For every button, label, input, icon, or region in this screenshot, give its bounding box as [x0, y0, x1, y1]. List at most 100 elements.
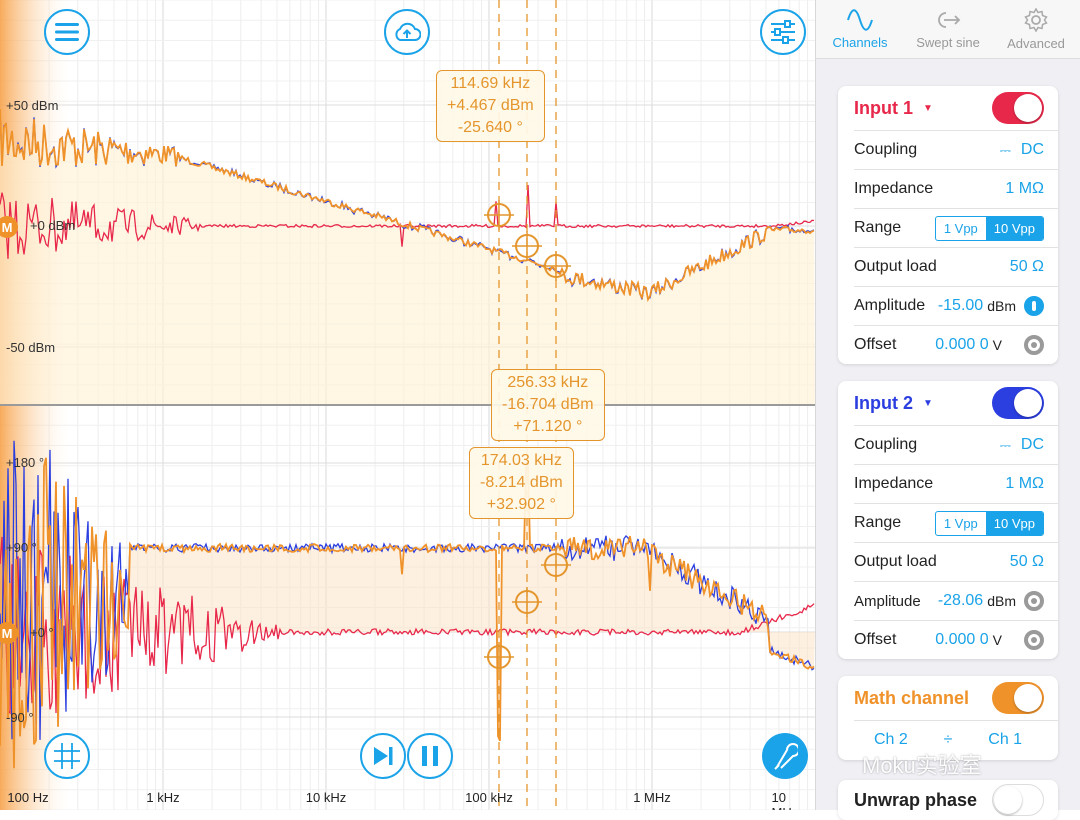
ch1-magnitude-trace: [0, 184, 815, 259]
input1-dropdown-icon[interactable]: ▼: [923, 102, 933, 114]
cursor-crosshairs[interactable]: [484, 200, 571, 672]
math-operator[interactable]: ÷: [943, 731, 953, 748]
input1-amplitude-unit: dBm: [987, 298, 1016, 314]
input2-card: Input 2 ▼ Coupling ⎓ DC Impedance 1 MΩ R…: [838, 381, 1058, 659]
dc-coupling-icon: ⎓: [999, 436, 1011, 453]
input2-amplitude-row: Amplitude -28.06 dBm: [854, 582, 1058, 621]
input2-amplitude-label: Amplitude: [854, 592, 921, 610]
input2-dropdown-icon[interactable]: ▼: [923, 397, 933, 409]
math-header[interactable]: Math channel: [854, 676, 1058, 721]
freq-label-10khz: 10 kHz: [305, 790, 347, 805]
input1-output-load-row[interactable]: Output load 50 Ω: [854, 248, 1058, 287]
input1-offset-row: Offset 0.000 0 V: [854, 326, 1058, 364]
cursor-1-mag: +4.467 dBm: [447, 97, 534, 114]
probe-icon: [774, 743, 798, 770]
cursor-crosshair-icon[interactable]: [541, 251, 571, 281]
input2-output-load-row[interactable]: Output load 50 Ω: [854, 543, 1058, 582]
pause-icon: [422, 746, 438, 766]
input1-range-selector[interactable]: 1 Vpp 10 Vpp: [934, 215, 1044, 241]
menu-button[interactable]: [44, 9, 90, 55]
input2-output-load-value: 50 Ω: [1009, 553, 1044, 570]
unwrap-row[interactable]: Unwrap phase: [854, 780, 1058, 820]
input1-coupling-row[interactable]: Coupling ⎓ DC: [854, 131, 1058, 170]
tab-channels[interactable]: Channels: [816, 0, 904, 58]
bode-plot[interactable]: [0, 0, 815, 810]
phase-fill: [130, 464, 815, 741]
mag-label-bottom: -50 dBm: [6, 340, 56, 355]
phase-label-180: +180 °: [6, 455, 45, 470]
cursor-readout-3[interactable]: 174.03 kHz -8.214 dBm +32.902 °: [469, 447, 574, 519]
cursor-crosshair-icon[interactable]: [484, 642, 514, 672]
unwrap-label: Unwrap phase: [854, 789, 978, 810]
sine-wave-icon: [847, 8, 873, 31]
input2-coupling-row[interactable]: Coupling ⎓ DC: [854, 426, 1058, 465]
input2-header[interactable]: Input 2 ▼: [854, 381, 1058, 426]
unwrap-toggle[interactable]: [992, 784, 1044, 816]
input1-offset-knob-icon[interactable]: [1024, 335, 1044, 355]
input1-range-10vpp[interactable]: 10 Vpp: [985, 216, 1043, 240]
input2-range-10vpp[interactable]: 10 Vpp: [985, 511, 1043, 535]
probe-button[interactable]: [762, 733, 808, 779]
input1-header[interactable]: Input 1 ▼: [854, 86, 1058, 131]
math-phase-trace: [0, 457, 815, 769]
cursor-readout-2[interactable]: 256.33 kHz -16.704 dBm +71.120 °: [491, 369, 605, 441]
side-panel: Channels Swept sine Advanced Input 1 ▼ C…: [815, 0, 1080, 820]
grid-button[interactable]: [44, 733, 90, 779]
input2-impedance-label: Impedance: [854, 475, 934, 492]
upload-button[interactable]: [384, 9, 430, 55]
cursor-2-mag: -16.704 dBm: [502, 396, 594, 413]
sliders-icon: [771, 20, 795, 44]
tab-bar: Channels Swept sine Advanced: [816, 0, 1080, 59]
math-toggle[interactable]: [992, 682, 1044, 714]
input1-impedance-row[interactable]: Impedance 1 MΩ: [854, 170, 1058, 209]
math-operand-b[interactable]: Ch 1: [988, 731, 1023, 748]
input2-range-selector[interactable]: 1 Vpp 10 Vpp: [934, 510, 1044, 536]
input2-range-1vpp[interactable]: 1 Vpp: [943, 515, 978, 531]
unwrap-card: Unwrap phase: [838, 780, 1058, 820]
input1-range-label: Range: [854, 219, 902, 236]
input2-amplitude-unit: dBm: [987, 593, 1016, 609]
input1-range-1vpp[interactable]: 1 Vpp: [943, 220, 978, 236]
input2-toggle[interactable]: [992, 387, 1044, 419]
cursor-2-phase: +71.120 °: [513, 418, 583, 435]
input2-amplitude-value[interactable]: -28.06: [937, 592, 984, 609]
tab-channels-label: Channels: [832, 34, 888, 50]
input2-amplitude-knob-icon[interactable]: [1024, 591, 1044, 611]
input1-amplitude-value[interactable]: -15.00: [937, 297, 984, 314]
math-expression-row: Ch 2 ÷ Ch 1: [838, 721, 1058, 759]
input1-card: Input 1 ▼ Coupling ⎓ DC Impedance 1 MΩ R…: [838, 86, 1058, 364]
settings-button[interactable]: [760, 9, 806, 55]
pause-button[interactable]: [407, 733, 453, 779]
phase-label-neg90: -90 °: [6, 710, 34, 725]
input1-coupling-label: Coupling: [854, 141, 918, 158]
phase-marker-badge[interactable]: M: [0, 622, 18, 644]
mag-label-zero: +0 dBm: [30, 218, 76, 233]
tab-advanced[interactable]: Advanced: [992, 0, 1080, 58]
cursor-lines[interactable]: [498, 0, 557, 810]
cursor-3-mag: -8.214 dBm: [480, 474, 563, 491]
cursor-crosshair-icon[interactable]: [541, 550, 571, 580]
math-card: Math channel Ch 2 ÷ Ch 1: [838, 676, 1058, 760]
cloud-upload-icon: [395, 22, 421, 41]
cursor-crosshair-icon[interactable]: [512, 231, 542, 261]
input1-amplitude-label: Amplitude: [854, 297, 926, 314]
cursor-3-phase: +32.902 °: [486, 496, 556, 513]
step-button[interactable]: [360, 733, 406, 779]
tab-swept-sine[interactable]: Swept sine: [904, 0, 992, 58]
input2-impedance-row[interactable]: Impedance 1 MΩ: [854, 465, 1058, 504]
mag-marker-badge[interactable]: M: [0, 216, 18, 238]
input1-toggle[interactable]: [992, 92, 1044, 124]
cursor-crosshair-icon[interactable]: [484, 200, 514, 230]
cursor-crosshair-icon[interactable]: [512, 587, 542, 617]
cursor-readout-1[interactable]: 114.69 kHz +4.467 dBm -25.640 °: [436, 70, 545, 142]
input2-offset-value[interactable]: 0.000 0: [935, 631, 989, 648]
plot-area[interactable]: +50 dBm +0 dBm -50 dBm +180 ° +90 ° +0 °…: [0, 0, 815, 810]
input2-offset-knob-icon[interactable]: [1024, 630, 1044, 650]
cursor-2-freq: 256.33 kHz: [507, 374, 589, 391]
math-operand-a[interactable]: Ch 2: [873, 731, 908, 748]
input1-amplitude-knob-icon[interactable]: [1024, 296, 1044, 316]
input1-offset-value[interactable]: 0.000 0: [935, 336, 989, 353]
input2-range-row: Range 1 Vpp 10 Vpp: [854, 504, 1058, 543]
input1-impedance-label: Impedance: [854, 180, 934, 197]
input2-title: Input 2: [854, 392, 913, 413]
